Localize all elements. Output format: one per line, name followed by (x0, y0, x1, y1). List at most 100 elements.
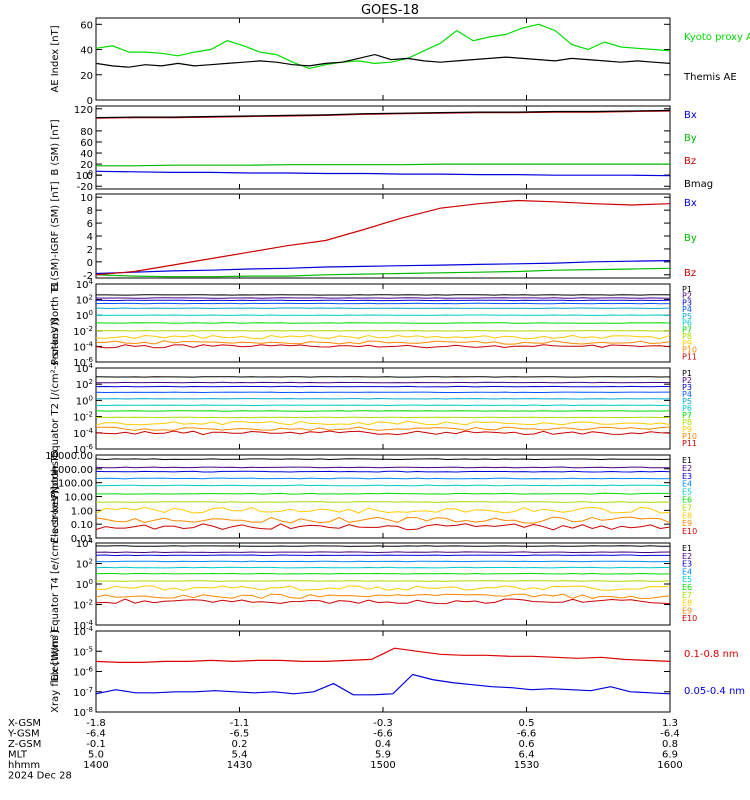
x-axis-row-label: X-GSM (8, 718, 41, 729)
plot-title: GOES-18 (361, 3, 419, 18)
channel-line-P7 (95, 410, 671, 412)
x-axis-value: 0.4 (375, 739, 391, 750)
y-tick-label: 40 (80, 149, 93, 160)
x-axis-value: -6.6 (373, 729, 393, 740)
y-tick-label: 80 (80, 127, 93, 138)
legend-entry: By (684, 233, 697, 244)
y-tick-label: 10-6 (73, 356, 93, 369)
y-tick-label: 102 (76, 378, 93, 391)
y-tick-label: 0 (87, 258, 93, 269)
legend-entry: E4 (682, 567, 692, 576)
channel-line-P10 (95, 426, 671, 431)
x-axis-value: 5.9 (375, 750, 391, 761)
channel-line-P5 (95, 397, 670, 400)
series-line-1 (95, 53, 671, 68)
y-tick-label: 0 (87, 96, 93, 107)
y-axis-label: Electrons North T3 (50, 450, 61, 543)
plot-date: 2024 Dec 28 (8, 771, 72, 782)
legend-entry: Bmag (684, 179, 713, 190)
panel-frame (95, 367, 671, 450)
legend-entry: P3 (682, 298, 692, 307)
y-tick-label: 100 (76, 169, 93, 182)
y-tick-label: 20 (80, 71, 93, 82)
channel-line-E1 (95, 545, 670, 547)
y-tick-label: -20 (77, 182, 93, 193)
legend-entry: Bz (684, 268, 696, 279)
legend-entry: P4 (682, 305, 692, 314)
y-axis-label: Xray flux [W/m²] (50, 630, 61, 713)
channel-line-E5 (95, 566, 671, 569)
channel-line-E5 (95, 484, 671, 487)
x-axis-row-label: Y-GSM (7, 729, 40, 740)
legend-entry: E1 (682, 544, 692, 553)
y-tick-label: 0.10 (71, 520, 93, 531)
y-tick-label: 10-2 (73, 599, 93, 612)
y-tick-label: 8 (87, 206, 93, 217)
legend-entry: P2 (682, 292, 692, 301)
x-axis-value: 0.2 (232, 739, 248, 750)
channel-line-P9 (96, 334, 671, 340)
channel-line-E4 (95, 560, 671, 563)
legend-entry: Bx (684, 110, 697, 121)
channel-line-P10 (96, 340, 671, 345)
legend-entry: P7 (682, 325, 692, 334)
panel-frame (95, 193, 671, 279)
x-axis-value: -6.5 (230, 729, 250, 740)
y-tick-label: 120 (74, 105, 93, 116)
series-line-1 (96, 163, 670, 167)
channel-line-P3 (95, 299, 671, 302)
y-tick-label: 10 (80, 193, 93, 204)
panel-frame (95, 630, 671, 713)
y-tick-label: 104 (76, 537, 94, 550)
y-tick-label: 100 (76, 309, 93, 322)
legend-entry: P9 (682, 339, 692, 348)
y-axis-label: B (SM)-IGRF (SM) [nT] (50, 181, 61, 290)
series-line-0 (95, 647, 671, 664)
x-axis-value: 1500 (370, 760, 395, 771)
legend-entry: E2 (682, 464, 692, 473)
channel-line-E6 (95, 492, 670, 495)
channel-line-E10 (95, 523, 671, 531)
legend-entry: E1 (682, 456, 692, 465)
y-tick-label: 10000.00 (45, 451, 93, 462)
legend-entry: E10 (682, 614, 697, 623)
channel-line-P11 (95, 344, 671, 349)
y-tick-label: 100 (76, 394, 93, 407)
panel-6: 0.01 0.10 1.00 10.00 100.00 1000.00 10000.00El… (45, 450, 697, 545)
x-axis-value: -1.1 (230, 718, 250, 729)
legend-entry: P5 (682, 397, 692, 406)
x-axis-row-label: MLT (8, 750, 28, 761)
y-tick-label: 10-4 (73, 340, 93, 353)
x-axis-value: 1600 (657, 760, 682, 771)
legend-entry: E4 (682, 480, 692, 489)
legend-entry: P11 (682, 352, 697, 361)
legend-entry: P5 (682, 312, 692, 321)
y-axis-label: Electrons Equator T4 [e/(cm²-s-sr-keV)] (50, 486, 61, 681)
legend-entry: E5 (682, 488, 692, 497)
legend-entry: Themis AE (683, 72, 737, 83)
x-axis-value: -6.6 (517, 729, 537, 740)
y-axis-label: AE Index [nT] (50, 25, 61, 92)
channel-line-E6 (95, 572, 671, 575)
x-axis-row-label: Z-GSM (8, 739, 41, 750)
legend-entry: P3 (682, 383, 692, 392)
legend-entry: Kyoto proxy AE (684, 32, 750, 43)
legend-entry: P2 (682, 376, 692, 385)
y-tick-label: 100.00 (58, 479, 93, 490)
legend-entry: P10 (682, 432, 697, 441)
channel-line-P11 (95, 430, 671, 436)
y-tick-label: 0 (87, 171, 93, 182)
legend-entry: E3 (682, 472, 692, 481)
channel-line-E10 (95, 598, 671, 605)
channel-line-E7 (95, 501, 671, 503)
legend-entry: Bz (684, 156, 696, 167)
legend-entry: E8 (682, 511, 692, 520)
y-tick-label: 10-8 (73, 706, 93, 719)
legend-entry: E7 (682, 591, 692, 600)
x-axis-value: -6.4 (660, 729, 680, 740)
channel-line-E7 (95, 580, 671, 582)
y-tick-label: 1.00 (71, 506, 93, 517)
x-axis-value: 0.8 (662, 739, 678, 750)
